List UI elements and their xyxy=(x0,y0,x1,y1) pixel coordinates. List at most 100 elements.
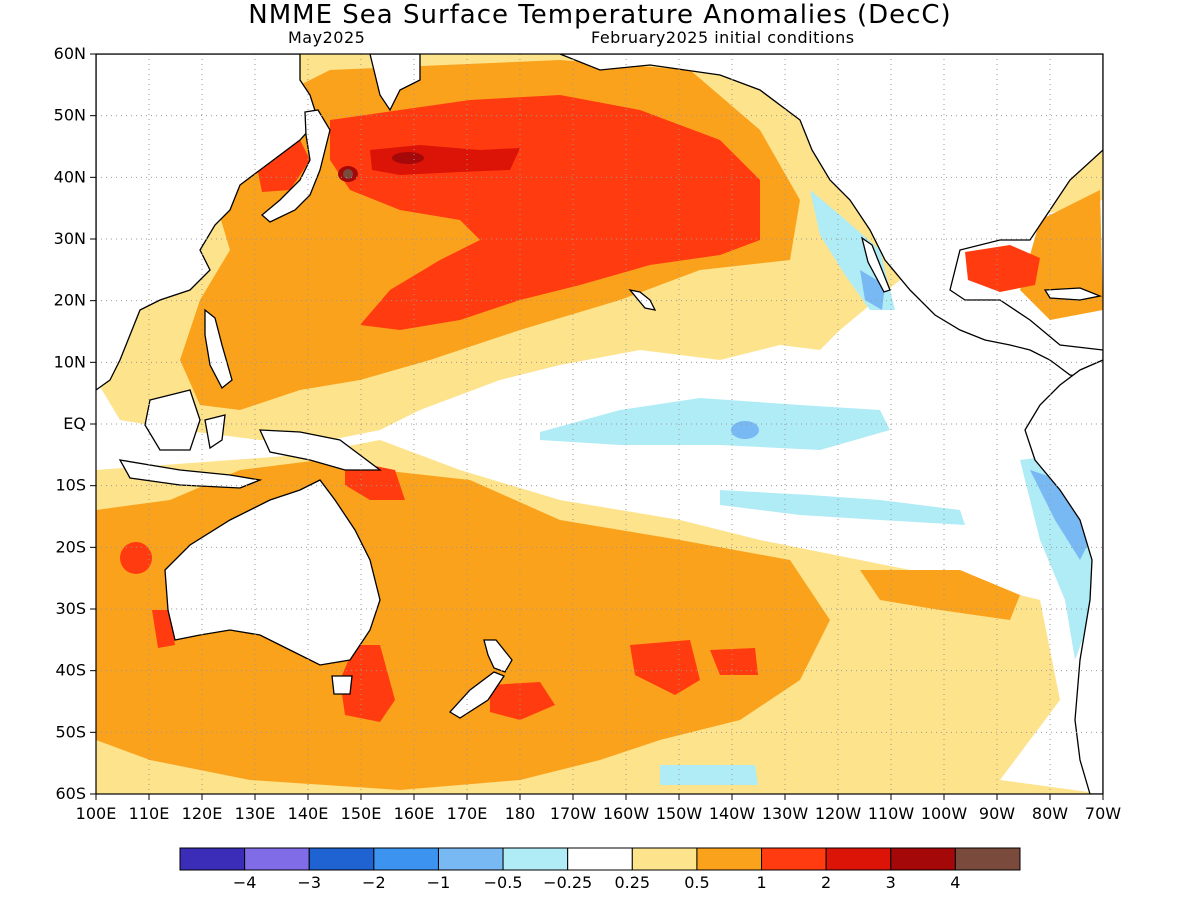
lon-tick-label: 160E xyxy=(394,804,435,823)
land-asia xyxy=(96,54,319,391)
lon-tick-label: 80W xyxy=(1032,804,1068,823)
colorbar-label: 0.5 xyxy=(684,873,709,892)
lon-tick-label: 150W xyxy=(656,804,703,823)
lon-tick-label: 70W xyxy=(1085,804,1121,823)
lat-tick-label: 20S xyxy=(55,537,86,556)
colorbar-label: 1 xyxy=(756,873,766,892)
warm-strong-south-central xyxy=(710,648,758,675)
colorbar-swatch xyxy=(890,847,956,871)
land-sulawesi xyxy=(204,414,226,450)
colorbar-label: −2 xyxy=(362,873,386,892)
land-new-guinea xyxy=(258,429,382,471)
cool-light-equatorial-pacific xyxy=(540,398,890,450)
colorbar-swatch xyxy=(696,847,763,871)
land-borneo xyxy=(144,389,201,451)
land-indonesia-south xyxy=(118,459,263,489)
map-title: NMME Sea Surface Temperature Anomalies (… xyxy=(248,0,952,30)
lat-tick-label: 30S xyxy=(55,599,86,618)
lat-tick-label: 20N xyxy=(54,291,86,310)
land-philippines xyxy=(204,308,233,390)
land-japan xyxy=(260,109,331,223)
lat-tick-label: 50N xyxy=(54,106,86,125)
colorbar-label: 0.25 xyxy=(614,873,650,892)
latitude-axis: 60N 50N 40N 30N 20N 10N EQ 10S 20S 30S 40S 50S 60S xyxy=(54,44,96,803)
lon-tick-label: 140E xyxy=(288,804,329,823)
colorbar-label: −3 xyxy=(297,873,321,892)
longitude-axis: 100E 110E 120E 130E 140E 150E 160E 170E 180 170W 1… xyxy=(76,794,1121,823)
colorbar-swatch xyxy=(308,847,375,871)
lon-tick-label: 120W xyxy=(815,804,862,823)
forecast-month: May2025 xyxy=(288,28,366,47)
cool-moderate-baja xyxy=(860,270,885,310)
lat-tick-label: 50S xyxy=(55,722,86,741)
land-cuba xyxy=(1043,287,1103,301)
colorbar-legend: −4 −3 −2 −1 −0.5 −0.25 0.25 0.5 1 2 3 4 xyxy=(179,847,1021,892)
colorbar-swatch xyxy=(373,847,439,871)
land-north-america xyxy=(559,54,1103,381)
lon-tick-label: 150E xyxy=(341,804,382,823)
warm-strong-indian-ocean xyxy=(120,542,152,574)
lat-tick-label: 10N xyxy=(54,352,86,371)
warm-very-strong-northwest-pacific xyxy=(370,145,520,175)
land-new-zealand-south xyxy=(448,671,505,719)
colorbar-swatch xyxy=(825,847,892,871)
colorbar-swatch xyxy=(244,847,310,871)
colorbar-label: −4 xyxy=(233,873,257,892)
land-australia xyxy=(164,479,381,666)
colorbar-swatch xyxy=(954,847,1021,871)
land-baja-california xyxy=(860,236,891,293)
colorbar-label: −0.25 xyxy=(543,873,592,892)
warm-strong-tasman xyxy=(340,645,395,722)
lat-tick-label: 40N xyxy=(54,167,86,186)
lat-tick-label: 40S xyxy=(55,661,86,680)
warm-strong-sea-of-japan xyxy=(258,140,310,192)
lat-tick-label: 60N xyxy=(54,44,86,63)
lat-tick-label: 10S xyxy=(55,476,86,495)
colorbar-label: 3 xyxy=(886,873,896,892)
initial-conditions: February2025 initial conditions xyxy=(591,28,855,47)
cool-light-southeast-pacific-band xyxy=(720,490,965,525)
lat-tick-label: 30N xyxy=(54,229,86,248)
colorbar-swatch xyxy=(567,847,633,871)
land-kamchatka xyxy=(369,54,421,112)
lon-tick-label: 100W xyxy=(921,804,968,823)
warm-max-off-japan xyxy=(343,169,353,179)
colorbar-label: 4 xyxy=(950,873,960,892)
cool-light-southern xyxy=(660,765,758,785)
land-masses xyxy=(96,54,1103,794)
cool-moderate-equatorial xyxy=(731,421,759,439)
warm-strong-gulf-of-mexico xyxy=(965,245,1040,292)
lon-tick-label: 130W xyxy=(762,804,809,823)
colorbar-label: 2 xyxy=(821,873,831,892)
cool-moderate-peru xyxy=(1030,470,1090,560)
lon-tick-label: 130E xyxy=(235,804,276,823)
colorbar-swatch xyxy=(502,847,569,871)
land-tasmania xyxy=(331,675,353,695)
lon-tick-label: 140W xyxy=(709,804,756,823)
warm-strong-southwest xyxy=(630,640,700,695)
warm-extreme-patch xyxy=(392,152,424,164)
lon-tick-label: 180 xyxy=(505,804,536,823)
anomaly-field xyxy=(96,54,1103,794)
warm-strong-australia-west xyxy=(152,610,175,648)
lon-tick-label: 90W xyxy=(979,804,1015,823)
land-new-zealand-north xyxy=(483,639,513,673)
colorbar-swatch xyxy=(179,847,246,871)
lon-tick-label: 110W xyxy=(868,804,915,823)
lon-tick-label: 170E xyxy=(447,804,488,823)
lon-tick-label: 170W xyxy=(550,804,597,823)
lat-tick-label: 60S xyxy=(55,784,86,803)
lon-tick-label: 120E xyxy=(182,804,223,823)
colorbar-swatch xyxy=(437,847,504,871)
colorbar-swatch xyxy=(761,847,827,871)
warm-moderate-southeast xyxy=(860,570,1020,620)
lon-tick-label: 160W xyxy=(603,804,650,823)
colorbar-label: −1 xyxy=(427,873,451,892)
land-hawaii xyxy=(628,289,657,311)
lat-tick-label: EQ xyxy=(63,414,86,433)
colorbar-swatch xyxy=(631,847,698,871)
graticule xyxy=(96,54,1103,794)
lon-tick-label: 100E xyxy=(76,804,117,823)
lon-tick-label: 110E xyxy=(129,804,170,823)
